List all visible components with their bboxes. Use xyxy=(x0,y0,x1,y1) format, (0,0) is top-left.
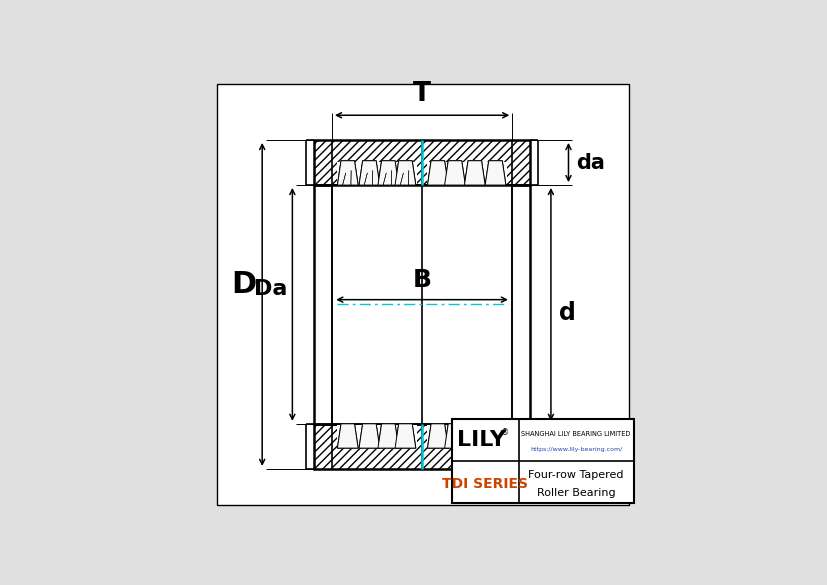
Bar xyxy=(313,185,529,424)
Text: d: d xyxy=(558,301,576,325)
Polygon shape xyxy=(485,424,505,448)
Polygon shape xyxy=(427,161,447,185)
Bar xyxy=(313,424,529,469)
Bar xyxy=(463,161,485,184)
Text: SHANGHAI LILY BEARING LIMITED: SHANGHAI LILY BEARING LIMITED xyxy=(521,431,630,438)
Text: https://www.lily-bearing.com/: https://www.lily-bearing.com/ xyxy=(529,447,622,452)
Bar xyxy=(426,161,448,184)
Text: Four-row Tapered: Four-row Tapered xyxy=(528,470,624,480)
Text: D: D xyxy=(231,270,256,299)
Polygon shape xyxy=(359,161,380,185)
Polygon shape xyxy=(444,161,465,185)
Polygon shape xyxy=(444,161,465,185)
Text: da: da xyxy=(576,153,605,173)
Polygon shape xyxy=(427,424,447,448)
Bar xyxy=(484,425,506,447)
Bar xyxy=(332,185,512,424)
Polygon shape xyxy=(485,161,505,185)
Polygon shape xyxy=(444,424,465,448)
Bar xyxy=(336,161,359,184)
Bar xyxy=(394,425,416,447)
Polygon shape xyxy=(359,424,380,448)
Bar xyxy=(484,161,506,184)
Text: TDI SERIES: TDI SERIES xyxy=(442,477,528,491)
Bar xyxy=(358,425,380,447)
Polygon shape xyxy=(427,424,447,448)
Polygon shape xyxy=(337,161,358,185)
Polygon shape xyxy=(485,424,505,448)
Polygon shape xyxy=(359,161,380,185)
Bar xyxy=(463,425,485,447)
Text: B: B xyxy=(412,267,431,291)
Bar xyxy=(376,161,399,184)
Polygon shape xyxy=(464,424,485,448)
Polygon shape xyxy=(485,161,505,185)
Bar xyxy=(426,425,448,447)
Bar xyxy=(376,425,399,447)
Bar xyxy=(443,425,466,447)
Polygon shape xyxy=(337,161,358,185)
Polygon shape xyxy=(427,161,447,185)
Polygon shape xyxy=(444,424,465,448)
Polygon shape xyxy=(337,424,358,448)
Polygon shape xyxy=(377,424,398,448)
Polygon shape xyxy=(464,161,485,185)
Bar xyxy=(394,161,416,184)
Bar xyxy=(336,425,359,447)
Polygon shape xyxy=(394,161,415,185)
Polygon shape xyxy=(464,161,485,185)
Text: T: T xyxy=(413,81,431,107)
Polygon shape xyxy=(464,424,485,448)
Text: ®: ® xyxy=(500,428,509,438)
Polygon shape xyxy=(394,161,415,185)
Bar xyxy=(452,419,633,503)
Polygon shape xyxy=(377,161,398,185)
Bar xyxy=(358,161,380,184)
Text: LILY: LILY xyxy=(457,430,505,450)
Polygon shape xyxy=(359,424,380,448)
Text: Roller Bearing: Roller Bearing xyxy=(536,488,614,498)
Polygon shape xyxy=(394,424,415,448)
Polygon shape xyxy=(377,424,398,448)
Polygon shape xyxy=(337,424,358,448)
Polygon shape xyxy=(377,161,398,185)
Text: Da: Da xyxy=(253,278,287,299)
Bar xyxy=(313,140,529,185)
Bar xyxy=(443,161,466,184)
Polygon shape xyxy=(394,424,415,448)
